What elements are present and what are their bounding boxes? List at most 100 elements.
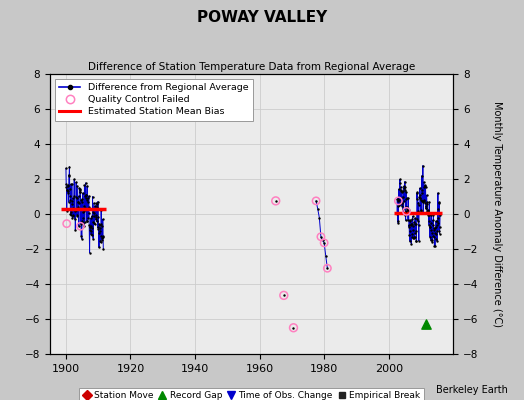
Point	[430, 234, 438, 240]
Point	[316, 234, 325, 240]
Point	[66, 197, 74, 203]
Point	[400, 198, 409, 204]
Point	[422, 205, 430, 212]
Point	[77, 223, 85, 230]
Point	[74, 199, 82, 205]
Point	[88, 225, 96, 231]
Point	[407, 241, 416, 247]
Point	[323, 265, 332, 272]
Y-axis label: Monthly Temperature Anomaly Difference (°C): Monthly Temperature Anomaly Difference (…	[492, 101, 502, 327]
Point	[73, 195, 81, 202]
Point	[68, 215, 77, 221]
Point	[421, 184, 430, 190]
Point	[312, 198, 320, 204]
Point	[69, 205, 78, 212]
Point	[406, 228, 414, 234]
Point	[72, 212, 81, 218]
Point	[92, 218, 101, 225]
Point	[77, 220, 85, 227]
Point	[85, 222, 93, 228]
Point	[80, 222, 88, 229]
Point	[85, 210, 93, 216]
Point	[403, 209, 412, 215]
Point	[88, 232, 96, 239]
Point	[62, 181, 70, 187]
Point	[312, 198, 320, 204]
Point	[405, 222, 413, 228]
Point	[63, 190, 72, 196]
Point	[64, 182, 72, 188]
Point	[411, 215, 419, 222]
Point	[400, 184, 408, 191]
Point	[433, 206, 442, 212]
Point	[428, 236, 436, 243]
Point	[435, 199, 443, 205]
Point	[83, 218, 91, 224]
Point	[416, 195, 424, 202]
Point	[419, 199, 428, 205]
Point	[79, 220, 88, 226]
Point	[96, 237, 105, 244]
Point	[412, 237, 421, 244]
Point	[400, 183, 408, 189]
Point	[86, 224, 95, 230]
Point	[70, 176, 79, 183]
Point	[84, 215, 92, 221]
Point	[94, 213, 103, 220]
Point	[425, 234, 434, 240]
Point	[83, 183, 91, 189]
Point	[79, 190, 87, 196]
Point	[423, 212, 432, 218]
Point	[62, 184, 71, 190]
Point	[412, 216, 421, 222]
Point	[95, 221, 103, 228]
Point	[402, 188, 410, 195]
Point	[420, 184, 429, 190]
Point	[434, 200, 443, 206]
Point	[64, 188, 72, 194]
Point	[402, 208, 411, 214]
Point	[419, 162, 427, 169]
Point	[392, 210, 401, 217]
Point	[83, 199, 92, 205]
Point	[96, 239, 105, 246]
Point	[413, 189, 422, 196]
Point	[411, 228, 420, 234]
Point	[420, 197, 428, 203]
Point	[69, 195, 77, 202]
Point	[413, 208, 422, 214]
Point	[85, 250, 94, 256]
Point	[401, 212, 410, 218]
Point	[63, 187, 71, 193]
Point	[418, 172, 426, 179]
Point	[67, 209, 75, 216]
Point	[400, 186, 409, 193]
Point	[407, 221, 415, 227]
Point	[68, 201, 76, 207]
Point	[80, 182, 89, 189]
Point	[77, 186, 85, 192]
Point	[83, 218, 92, 224]
Point	[435, 227, 443, 234]
Point	[425, 222, 433, 228]
Point	[396, 199, 405, 206]
Point	[396, 184, 405, 190]
Point	[422, 321, 430, 328]
Point	[421, 200, 430, 206]
Point	[434, 190, 442, 196]
Point	[404, 217, 412, 224]
Point	[67, 211, 75, 218]
Point	[393, 196, 401, 202]
Point	[408, 216, 416, 223]
Point	[431, 243, 439, 249]
Point	[432, 236, 441, 242]
Point	[81, 193, 89, 199]
Point	[95, 244, 103, 251]
Point	[84, 204, 93, 210]
Point	[62, 165, 70, 172]
Point	[94, 230, 103, 236]
Point	[94, 198, 102, 205]
Point	[427, 227, 435, 234]
Point	[79, 209, 88, 216]
Point	[405, 206, 413, 213]
